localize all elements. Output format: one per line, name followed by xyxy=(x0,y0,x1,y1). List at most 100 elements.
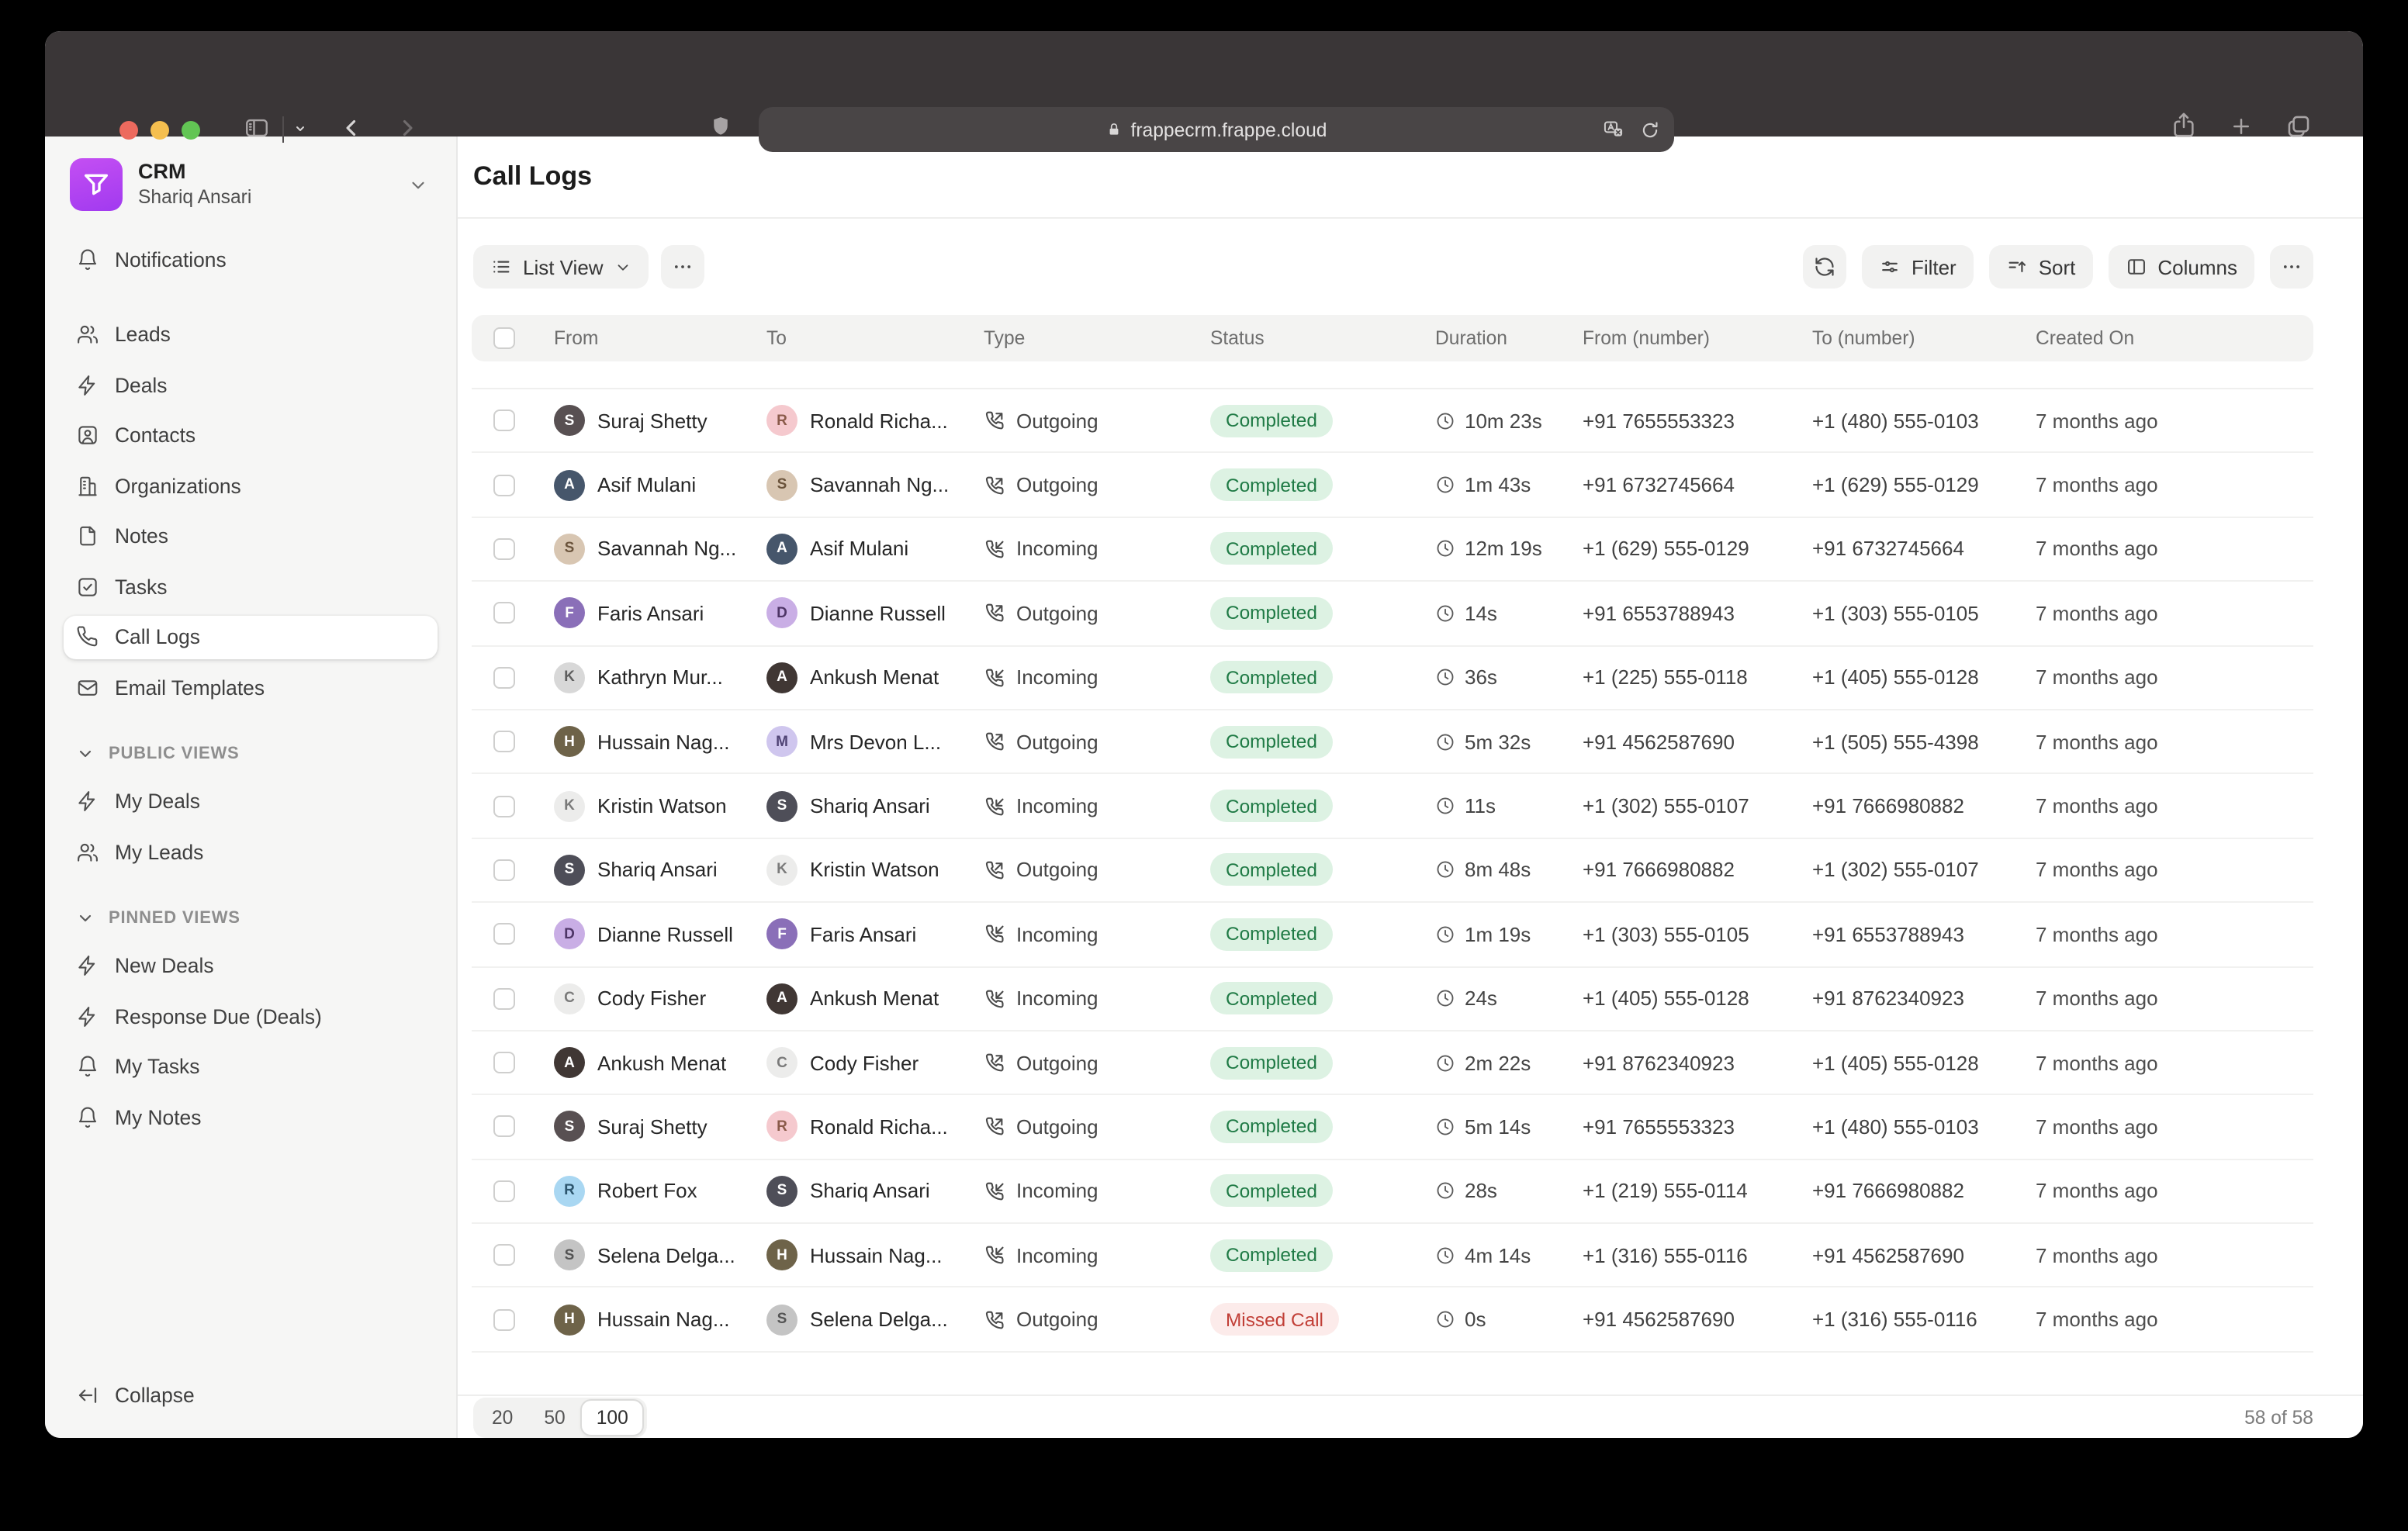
column-header-to-number[interactable]: To (number) xyxy=(1812,327,1915,349)
row-checkbox[interactable] xyxy=(493,1115,515,1138)
row-checkbox[interactable] xyxy=(493,859,515,881)
sidebar-item-tasks[interactable]: Tasks xyxy=(64,565,438,608)
row-checkbox[interactable] xyxy=(493,1308,515,1331)
sidebar-item-my-leads[interactable]: My Leads xyxy=(64,830,438,873)
tab-overview-icon[interactable] xyxy=(2285,113,2312,140)
sidebar-nav-top: Notifications xyxy=(64,237,438,288)
column-header-status[interactable]: Status xyxy=(1210,327,1265,349)
sidebar-item-notifications[interactable]: Notifications xyxy=(64,237,438,281)
address-bar[interactable]: frappecrm.frappe.cloud xyxy=(759,107,1674,152)
sidebar-item-email-templates[interactable]: Email Templates xyxy=(64,665,438,709)
toolbar-more-button[interactable] xyxy=(2270,245,2313,289)
from-number: +91 7666980882 xyxy=(1583,858,1735,882)
sidebar-item-my-deals[interactable]: My Deals xyxy=(64,779,438,823)
sidebar-item-leads[interactable]: Leads xyxy=(64,313,438,356)
translate-icon[interactable] xyxy=(1601,119,1626,140)
select-all-checkbox[interactable] xyxy=(493,327,515,349)
column-header-from-number[interactable]: From (number) xyxy=(1583,327,1710,349)
forward-button-icon[interactable] xyxy=(394,115,420,141)
row-checkbox[interactable] xyxy=(493,795,515,817)
column-header-created-on[interactable]: Created On xyxy=(2036,327,2135,349)
columns-button[interactable]: Columns xyxy=(2108,245,2254,289)
sidebar-item-my-tasks[interactable]: My Tasks xyxy=(64,1045,438,1088)
sidebar-item-my-notes[interactable]: My Notes xyxy=(64,1095,438,1139)
clock-icon xyxy=(1435,988,1455,1008)
users-icon xyxy=(76,323,99,346)
table-row[interactable]: S Suraj Shetty R Ronald Richa... Outgoin… xyxy=(472,1096,2313,1160)
row-checkbox[interactable] xyxy=(493,474,515,496)
sidebar-toggle-icon[interactable] xyxy=(242,115,272,141)
column-header-from[interactable]: From xyxy=(554,327,599,349)
table-row[interactable]: F Faris Ansari D Dianne Russell Outgoing… xyxy=(472,582,2313,647)
clock-icon xyxy=(1435,410,1455,430)
table-row[interactable]: A Ankush Menat C Cody Fisher Outgoing Co… xyxy=(472,1032,2313,1096)
row-checkbox[interactable] xyxy=(493,923,515,945)
page-size-50[interactable]: 50 xyxy=(544,1406,566,1428)
table-row[interactable]: S Selena Delga... H Hussain Nag... Incom… xyxy=(472,1224,2313,1288)
sidebar-item-contacts[interactable]: Contacts xyxy=(64,413,438,457)
table-row[interactable]: H Hussain Nag... M Mrs Devon L... Outgoi… xyxy=(472,710,2313,775)
row-checkbox[interactable] xyxy=(493,1180,515,1202)
row-checkbox[interactable] xyxy=(493,537,515,560)
table-row[interactable]: S Suraj Shetty R Ronald Richa... Outgoin… xyxy=(472,389,2313,454)
status-badge: Completed xyxy=(1210,790,1333,823)
from-number: +1 (316) 555-0116 xyxy=(1583,1243,1748,1267)
from-number: +91 6553788943 xyxy=(1583,601,1735,625)
table-header-row: From To Type Status Duration From (number) To … xyxy=(472,315,2313,361)
row-checkbox[interactable] xyxy=(493,731,515,753)
privacy-shield-icon[interactable] xyxy=(709,112,732,141)
refresh-button[interactable] xyxy=(1802,245,1846,289)
row-checkbox[interactable] xyxy=(493,987,515,1010)
sidebar-item-deals[interactable]: Deals xyxy=(64,363,438,406)
zoom-window-button[interactable] xyxy=(182,120,200,139)
call-type: Incoming xyxy=(1016,922,1098,946)
column-header-to[interactable]: To xyxy=(766,327,787,349)
sidebar-item-organizations[interactable]: Organizations xyxy=(64,464,438,507)
status-badge: Completed xyxy=(1210,725,1333,759)
table-row[interactable]: A Asif Mulani S Savannah Ng... Outgoing … xyxy=(472,454,2313,518)
from-name: Cody Fisher xyxy=(597,987,707,1011)
table-row[interactable]: C Cody Fisher A Ankush Menat Incoming Co… xyxy=(472,967,2313,1032)
table-row[interactable]: K Kathryn Mur... A Ankush Menat Incoming… xyxy=(472,646,2313,710)
call-type: Incoming xyxy=(1016,1243,1098,1267)
row-checkbox[interactable] xyxy=(493,1244,515,1267)
minimize-window-button[interactable] xyxy=(150,120,169,139)
list-view-icon xyxy=(490,256,512,278)
table-row[interactable]: H Hussain Nag... S Selena Delga... Outgo… xyxy=(472,1288,2313,1353)
sidebar-item-notes[interactable]: Notes xyxy=(64,514,438,558)
close-window-button[interactable] xyxy=(119,120,138,139)
sidebar-item-call-logs[interactable]: Call Logs xyxy=(64,615,438,658)
row-checkbox[interactable] xyxy=(493,1052,515,1074)
table-row[interactable]: D Dianne Russell F Faris Ansari Incoming… xyxy=(472,903,2313,968)
table-header-gap xyxy=(472,361,2313,389)
duration: 0s xyxy=(1465,1308,1486,1332)
sidebar-collapse-button[interactable]: Collapse xyxy=(64,1373,438,1416)
view-more-button[interactable] xyxy=(660,245,704,289)
page-size-100[interactable]: 100 xyxy=(580,1398,644,1436)
table-row[interactable]: R Robert Fox S Shariq Ansari Incoming Co… xyxy=(472,1159,2313,1225)
page-size-20[interactable]: 20 xyxy=(492,1406,514,1428)
sidebar-section-header[interactable]: PINNED VIEWS xyxy=(64,899,438,936)
table-row[interactable]: S Savannah Ng... A Asif Mulani Incoming … xyxy=(472,518,2313,582)
sidebar-item-response-due-deals[interactable]: Response Due (Deals) xyxy=(64,994,438,1038)
back-button-icon[interactable] xyxy=(338,115,365,141)
row-checkbox[interactable] xyxy=(493,666,515,689)
column-header-duration[interactable]: Duration xyxy=(1435,327,1507,349)
new-tab-icon[interactable] xyxy=(2230,115,2253,138)
row-checkbox[interactable] xyxy=(493,602,515,624)
view-switcher-button[interactable]: List View xyxy=(473,245,649,289)
created-on: 7 months ago xyxy=(2036,537,2158,561)
reload-icon[interactable] xyxy=(1640,119,1660,140)
users-icon xyxy=(76,840,99,863)
table-row[interactable]: S Shariq Ansari K Kristin Watson Outgoin… xyxy=(472,838,2313,904)
workspace-switcher[interactable]: CRM Shariq Ansari xyxy=(64,155,438,211)
filter-button[interactable]: Filter xyxy=(1861,245,1974,289)
column-header-type[interactable]: Type xyxy=(984,327,1026,349)
sort-button[interactable]: Sort xyxy=(1988,245,2093,289)
table-row[interactable]: K Kristin Watson S Shariq Ansari Incomin… xyxy=(472,775,2313,839)
chevron-down-icon[interactable] xyxy=(292,123,309,135)
share-icon[interactable] xyxy=(2171,110,2197,140)
sidebar-section-header[interactable]: PUBLIC VIEWS xyxy=(64,734,438,772)
row-checkbox[interactable] xyxy=(493,410,515,432)
sidebar-item-new-deals[interactable]: New Deals xyxy=(64,944,438,987)
